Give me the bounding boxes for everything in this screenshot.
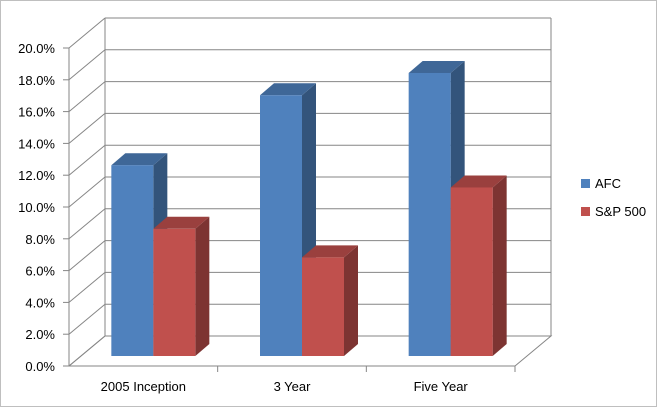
bar <box>260 83 316 357</box>
side-gridline <box>68 208 106 240</box>
side-gridline <box>68 144 106 176</box>
side-gridline <box>68 272 106 303</box>
legend-swatch <box>581 207 590 216</box>
x-category-labels: 2005 Inception 3 Year Five Year <box>101 379 469 394</box>
bar-front <box>260 95 302 357</box>
x-category-label: 3 Year <box>274 379 312 394</box>
bar-front <box>153 228 196 356</box>
bar-side <box>492 175 507 356</box>
bar-top <box>111 153 168 166</box>
bars <box>111 60 507 357</box>
bar-side <box>195 216 210 356</box>
bar-top <box>153 216 210 229</box>
y-tick-label: 12.0% <box>18 168 55 183</box>
y-tick-label: 4.0% <box>25 295 55 310</box>
bar-top <box>302 245 358 258</box>
bar-front <box>408 72 451 356</box>
bar-top <box>408 60 465 73</box>
bar-top <box>260 83 316 96</box>
legend-swatch <box>581 179 590 188</box>
side-gridline <box>68 49 106 81</box>
axes <box>63 47 516 372</box>
side-gridline <box>68 81 106 112</box>
x-category-label: 2005 Inception <box>101 379 186 394</box>
legend-label: S&P 500 <box>595 204 646 219</box>
legend-label: AFC <box>595 176 621 191</box>
y-tick-label: 2.0% <box>25 327 55 342</box>
y-tick-label: 6.0% <box>25 264 55 279</box>
side-gridline <box>68 113 106 144</box>
bar-front <box>450 187 493 356</box>
x-category-label: Five Year <box>414 379 469 394</box>
y-tick-label: 18.0% <box>18 73 55 88</box>
side-gridline <box>68 176 106 208</box>
bar <box>302 245 358 356</box>
bar <box>450 175 507 356</box>
bar <box>408 60 465 356</box>
bar-front <box>302 257 344 356</box>
side-gridline <box>68 303 106 335</box>
side-gridline <box>68 17 106 49</box>
y-tick-label: 0.0% <box>25 359 55 374</box>
side-gridline <box>68 335 106 367</box>
y-tick-label: 16.0% <box>18 105 55 120</box>
bar <box>153 216 210 356</box>
y-tick-label: 10.0% <box>18 200 55 215</box>
legend: AFC S&P 500 <box>581 176 646 219</box>
y-tick-label: 20.0% <box>18 41 55 56</box>
side-gridline <box>68 240 106 271</box>
y-tick-label: 8.0% <box>25 232 55 247</box>
y-tick-label: 14.0% <box>18 136 55 151</box>
bar-top <box>450 175 507 188</box>
bar-side <box>344 245 358 356</box>
y-tick-labels: 0.0% 2.0% 4.0% 6.0% 8.0% 10.0% 12.0% 14.0% 16.0%… <box>18 41 55 374</box>
bar-front <box>111 165 154 356</box>
